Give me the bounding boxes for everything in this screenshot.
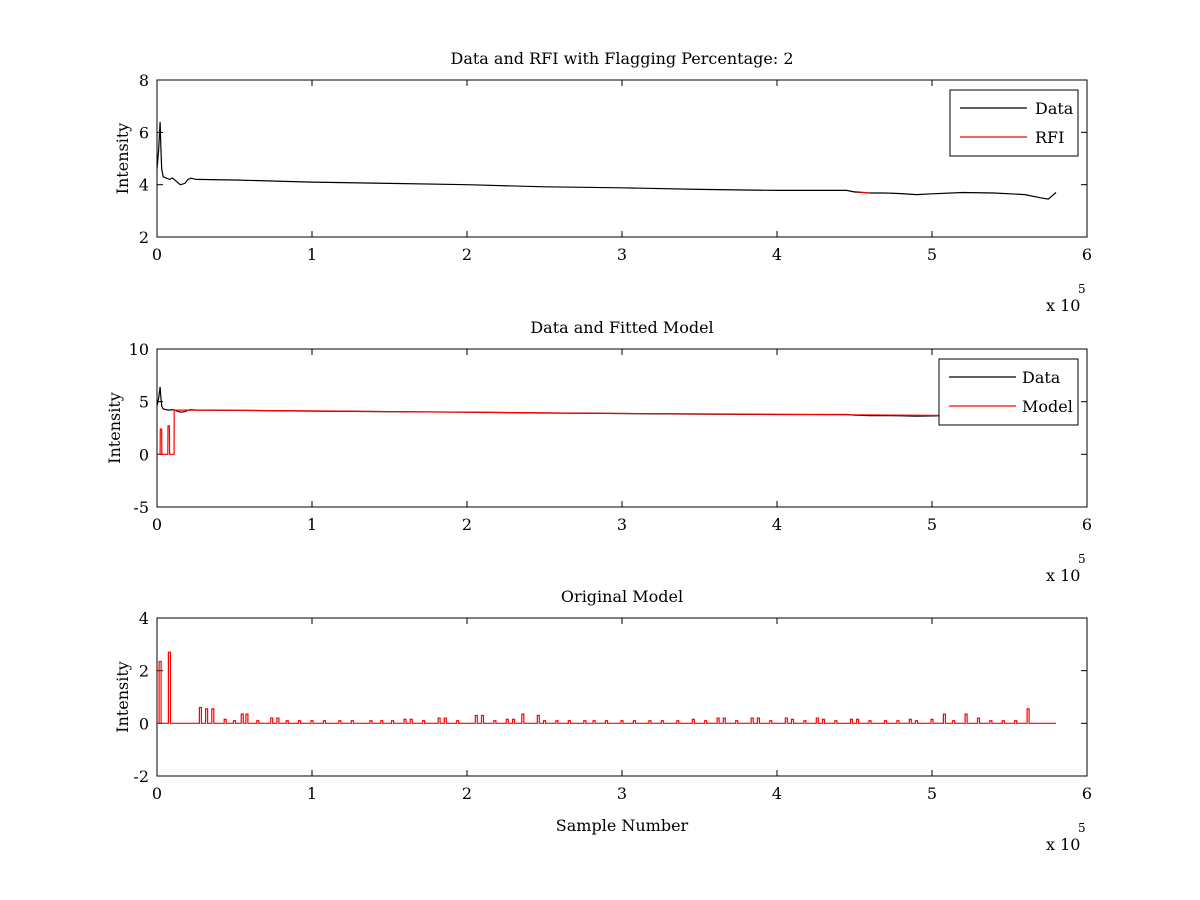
series-model-line: [157, 409, 1057, 455]
y-tick-label: 5: [139, 393, 149, 412]
x-tick-label: 6: [1082, 245, 1092, 264]
x-multiplier-base: x 10: [1046, 566, 1080, 585]
x-tick-label: 3: [617, 515, 627, 534]
x-tick-label: 5: [927, 784, 937, 803]
y-tick-label: 2: [139, 228, 149, 247]
x-multiplier-exponent: 5: [1078, 821, 1086, 835]
legend-box: [949, 89, 1079, 157]
x-multiplier-base: x 10: [1046, 835, 1080, 854]
legend-entry: Data: [1035, 99, 1074, 118]
axes-box: [156, 617, 1088, 777]
plot-area: [157, 651, 1056, 724]
y-axis-label: Intensity: [113, 123, 132, 195]
chart-title: Original Model: [561, 587, 683, 606]
legend-box: [938, 358, 1079, 426]
y-tick-label: 8: [139, 71, 149, 90]
y-tick-label: -5: [133, 498, 149, 517]
x-tick-label: 3: [617, 784, 627, 803]
subplot-1: 0 1 2 3 4 5 6 2 4 6 8 Data and RFI with Flagging Pe…: [113, 49, 1092, 315]
x-tick-label: 6: [1082, 515, 1092, 534]
series-rfi-line: [854, 190, 871, 194]
plot-area: [157, 386, 1057, 455]
x-tick-label: 0: [152, 515, 162, 534]
x-tick-label: 4: [772, 245, 782, 264]
y-tick-label: 2: [139, 662, 149, 681]
chart-title: Data and Fitted Model: [530, 318, 713, 337]
series-data-line: [157, 121, 1057, 200]
y-axis-label: Intensity: [113, 661, 132, 733]
x-tick-label: 0: [152, 245, 162, 264]
legend: Data Model: [938, 358, 1079, 426]
plot-area: [157, 121, 1057, 200]
x-tick-label: 2: [462, 515, 472, 534]
y-tick-label: -2: [133, 767, 149, 786]
x-tick-label: 1: [307, 784, 317, 803]
y-axis-label: Intensity: [105, 392, 124, 464]
x-tick-label: 4: [772, 784, 782, 803]
x-tick-label: 5: [927, 515, 937, 534]
x-multiplier-exponent: 5: [1078, 552, 1086, 566]
x-tick-label: 0: [152, 784, 162, 803]
chart-title: Data and RFI with Flagging Percentage: 2: [450, 49, 793, 68]
legend-entry: Model: [1022, 397, 1073, 416]
y-tick-label: 4: [139, 176, 149, 195]
x-tick-label: 3: [617, 245, 627, 264]
x-tick-label: 6: [1082, 784, 1092, 803]
legend-entry: Data: [1022, 368, 1061, 387]
y-tick-label: 10: [129, 340, 149, 359]
x-tick-label: 2: [462, 784, 472, 803]
x-multiplier-exponent: 5: [1078, 282, 1086, 296]
x-tick-label: 1: [307, 245, 317, 264]
x-tick-label: 2: [462, 245, 472, 264]
y-tick-label: 0: [139, 714, 149, 733]
legend-entry: RFI: [1035, 128, 1064, 147]
x-tick-label: 4: [772, 515, 782, 534]
legend: Data RFI: [949, 89, 1079, 157]
x-axis-label: Sample Number: [556, 816, 689, 835]
axes-box: [156, 79, 1088, 238]
x-multiplier-base: x 10: [1046, 296, 1080, 315]
y-tick-label: 4: [139, 609, 149, 628]
y-tick-label: 0: [139, 445, 149, 464]
series-line: [157, 651, 1056, 724]
x-tick-label: 1: [307, 515, 317, 534]
x-tick-label: 5: [927, 245, 937, 264]
y-tick-label: 6: [139, 123, 149, 142]
